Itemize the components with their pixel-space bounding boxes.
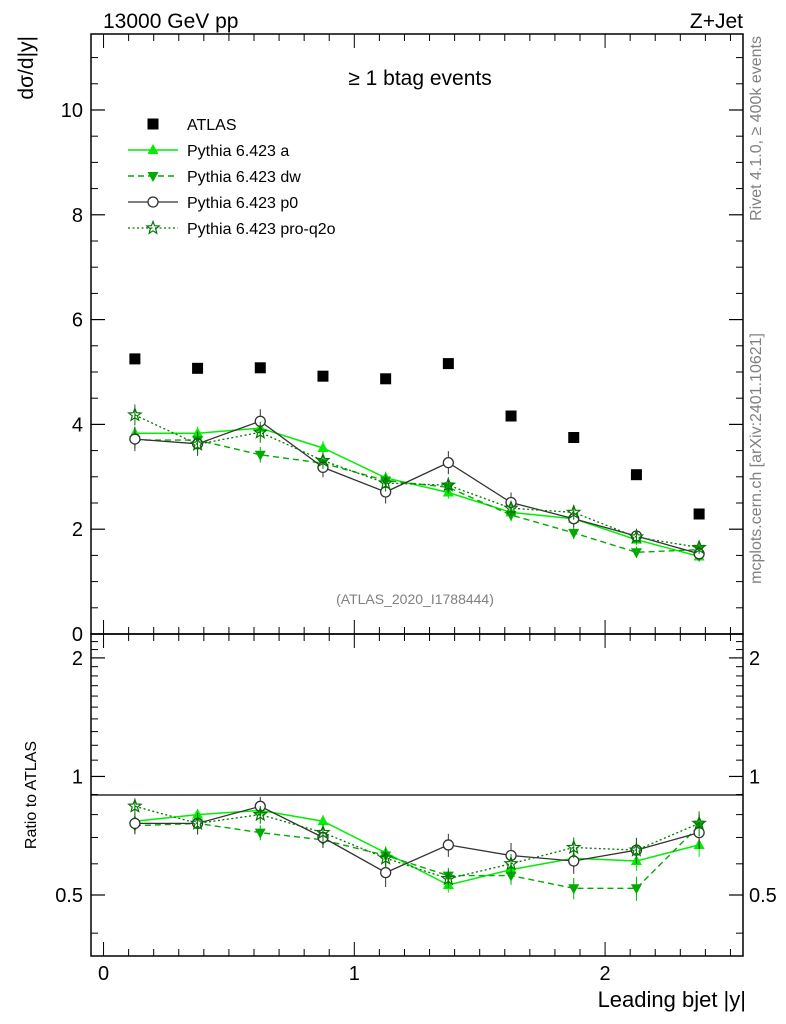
data-point-atlas xyxy=(192,362,204,374)
legend-label-dw: Pythia 6.423 dw xyxy=(187,169,301,186)
main-axis-ticks: 0 2 4 6 8 10 xyxy=(61,34,743,646)
data-point-atlas xyxy=(693,508,705,520)
data-point-atlas xyxy=(568,431,580,443)
data-point-atlas xyxy=(129,353,141,365)
rivet-version-text: Rivet 4.1.0, ≥ 400k events xyxy=(748,36,765,221)
ratio-point-pro_q2o xyxy=(440,870,457,886)
ratio-point-pro_q2o xyxy=(189,815,206,830)
data-point-dw xyxy=(254,450,266,461)
data-point-atlas xyxy=(254,362,266,374)
ratio-y-tick-label: 2 xyxy=(72,648,83,670)
data-point-atlas xyxy=(505,410,517,422)
mcplots-credit-text: mcplots.cern.ch [arXiv:2401.10621] xyxy=(748,333,765,584)
ratio-point-pro_q2o xyxy=(691,815,707,830)
header-energy: 13000 GeV pp xyxy=(103,10,238,33)
x-tick-label: 1 xyxy=(349,963,360,985)
main-y-tick-label: 2 xyxy=(72,519,83,541)
ratio-point-pro_q2o xyxy=(628,841,645,857)
ratio-line-pro_q2o xyxy=(134,805,700,880)
ratio-point-dw xyxy=(630,884,642,895)
legend-marker-atlas xyxy=(147,118,159,130)
data-point-pro_q2o xyxy=(252,424,269,439)
x-tick-label: 2 xyxy=(600,963,611,985)
data-point-pro_q2o xyxy=(565,504,582,520)
legend-marker-pro_q2o xyxy=(145,219,161,235)
ratio-y-tick-label: 1 xyxy=(72,766,83,788)
data-point-pro_q2o xyxy=(628,528,645,544)
ratio-y-tick-label: 0.5 xyxy=(55,885,83,907)
ratio-series-layer xyxy=(127,796,707,901)
data-point-dw xyxy=(505,511,517,522)
main-y-tick-label: 10 xyxy=(61,100,83,122)
ratio-point-pro_q2o xyxy=(565,839,582,855)
ratio-line-a xyxy=(134,809,700,886)
data-point-pro_q2o xyxy=(127,406,143,422)
legend-label-pro_q2o: Pythia 6.423 pro-q2o xyxy=(187,221,336,238)
ratio-y-tick-label-right: 1 xyxy=(749,766,760,788)
legend-marker-p0 xyxy=(147,196,159,208)
ratio-point-p0 xyxy=(442,839,454,851)
ratio-point-pro_q2o xyxy=(503,855,519,871)
ratio-point-pro_q2o xyxy=(377,850,394,865)
main-y-tick-label: 6 xyxy=(72,310,83,332)
main-y-tick-label: 0 xyxy=(72,624,83,646)
ratio-y-tick-label-right: 0.5 xyxy=(749,885,777,907)
data-point-pro_q2o xyxy=(691,539,707,555)
data-point-pro_q2o xyxy=(377,474,394,490)
data-point-pro_q2o xyxy=(189,436,206,451)
analysis-id: (ATLAS_2020_I1788444) xyxy=(336,591,494,607)
ratio-axis-ticks: 0 1 2 0.5 0.5 1 1 2 2 xyxy=(55,634,777,985)
ratio-point-p0 xyxy=(129,817,141,830)
data-point-dw xyxy=(630,548,642,559)
legend-label-a: Pythia 6.423 a xyxy=(187,143,289,160)
ratio-point-a xyxy=(317,815,329,826)
series-line-a xyxy=(134,427,700,558)
ratio-point-pro_q2o xyxy=(127,798,143,813)
data-point-atlas xyxy=(380,373,392,385)
legend-marker-a xyxy=(147,144,159,154)
main-y-axis-label: dσ/d|y| xyxy=(15,36,38,100)
series-line-pro_q2o xyxy=(134,414,700,549)
ratio-point-pro_q2o xyxy=(252,806,269,822)
main-title: ≥ 1 btag events xyxy=(348,67,491,90)
ratio-line-dw xyxy=(134,822,700,889)
ratio-point-p0 xyxy=(380,866,392,879)
ratio-y-tick-label-right: 2 xyxy=(749,648,760,670)
data-point-p0 xyxy=(129,433,141,445)
ratio-point-pro_q2o xyxy=(315,824,331,840)
ratio-y-axis-label: Ratio to ATLAS xyxy=(23,741,40,849)
data-point-pro_q2o xyxy=(440,477,457,492)
header-process: Z+Jet xyxy=(690,10,743,33)
data-point-a xyxy=(317,441,329,452)
data-point-atlas xyxy=(442,358,454,370)
data-point-atlas xyxy=(630,469,642,481)
main-y-tick-label: 4 xyxy=(72,414,83,436)
data-point-atlas xyxy=(317,370,329,382)
data-point-pro_q2o xyxy=(315,452,331,468)
legend-marker-dw xyxy=(147,172,159,182)
legend: ATLAS Pythia 6.423 a Pythia 6.423 dw Pythia… xyxy=(128,117,336,238)
data-point-pro_q2o xyxy=(503,500,519,515)
ratio-line-p0 xyxy=(134,805,700,874)
x-tick-label: 0 xyxy=(98,963,109,985)
ratio-point-dw xyxy=(254,828,266,839)
main-y-tick-label: 8 xyxy=(72,205,83,227)
x-axis-label: Leading bjet |y| xyxy=(598,987,746,1012)
series-line-p0 xyxy=(134,420,700,555)
data-point-p0 xyxy=(442,456,454,469)
ratio-point-dw xyxy=(505,871,517,882)
main-series-layer xyxy=(127,353,707,562)
data-point-dw xyxy=(568,528,580,539)
series-line-dw xyxy=(134,439,700,554)
legend-label-p0: Pythia 6.423 p0 xyxy=(187,195,298,212)
legend-label-atlas: ATLAS xyxy=(187,117,237,134)
ratio-point-dw xyxy=(568,884,580,895)
